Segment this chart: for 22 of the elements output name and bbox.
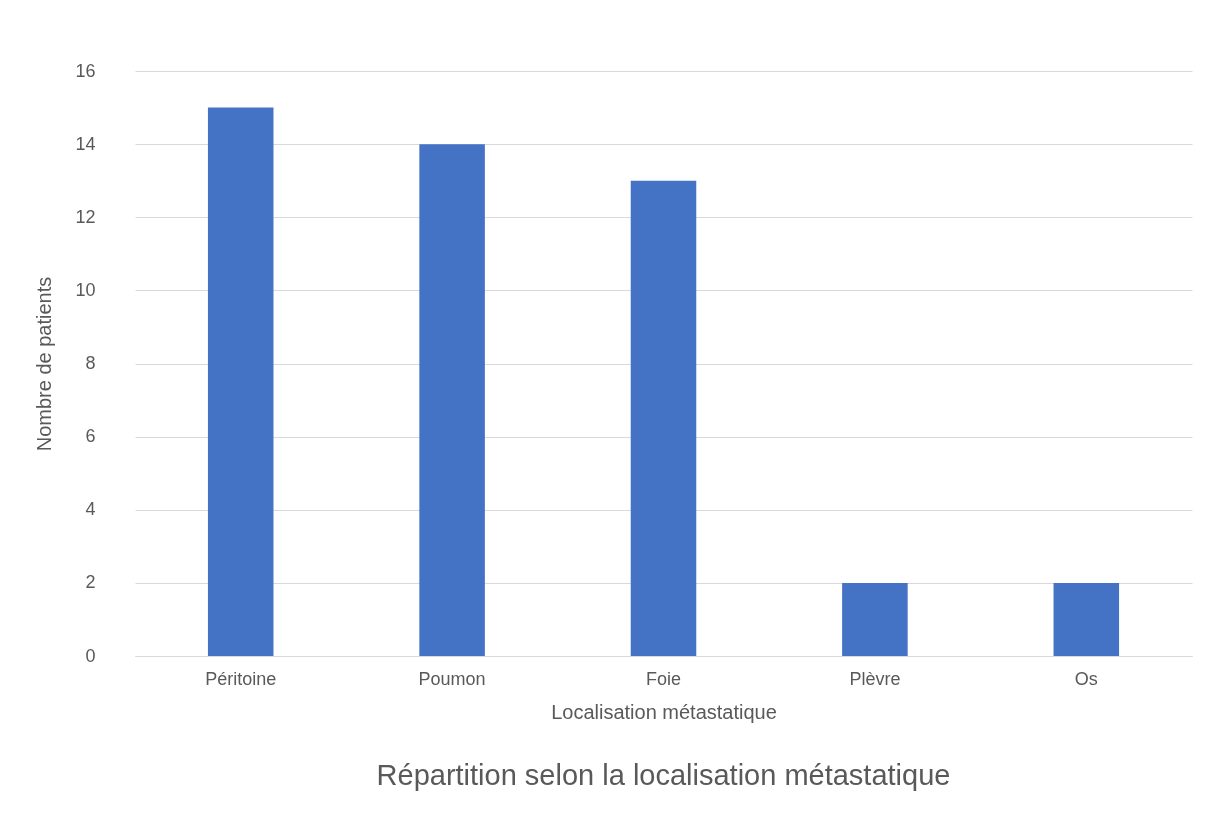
y-tick-label: 14 <box>75 133 96 154</box>
x-axis-title: Localisation métastatique <box>551 700 777 723</box>
bar <box>419 144 485 656</box>
x-tick-label: Os <box>1074 668 1098 689</box>
y-tick-label: 12 <box>75 206 96 227</box>
y-tick-label: 8 <box>85 353 96 373</box>
y-tick-label: 10 <box>75 279 96 300</box>
text: Répartition selon la localisation métastatique <box>376 759 951 791</box>
x-tick-label: Poumon <box>418 668 486 689</box>
y-axis-title: Nombre de patients <box>33 276 56 452</box>
bar <box>842 582 908 656</box>
y-tick-label: 2 <box>85 572 96 593</box>
bar <box>207 107 274 656</box>
bar <box>630 180 697 656</box>
x-tick-label: Foie <box>645 668 682 689</box>
x-tick-label: Péritoine <box>205 668 277 689</box>
y-tick-label: 0 <box>85 645 96 666</box>
x-tick-label: Plèvre <box>849 668 901 689</box>
y-tick-label: 16 <box>75 60 96 81</box>
y-tick-label: 4 <box>85 499 96 520</box>
bar <box>1053 582 1120 656</box>
y-tick-label: 6 <box>85 426 96 447</box>
